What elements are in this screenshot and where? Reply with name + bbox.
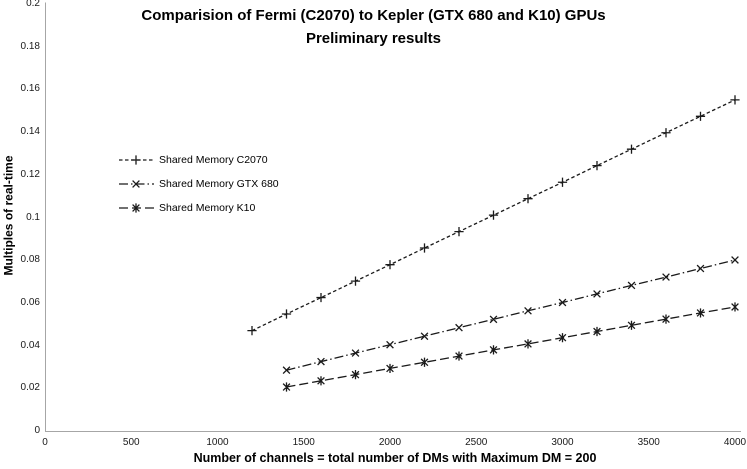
x-tick-label: 3500	[637, 437, 660, 448]
chart-title: Comparision of Fermi (C2070) to Kepler (…	[0, 4, 747, 50]
legend-sample-x-icon	[119, 180, 154, 188]
x-tick-label: 4000	[723, 437, 747, 448]
legend-item: Shared Memory C2070	[119, 148, 279, 172]
x-tick-label: 0	[42, 437, 48, 448]
chart-title-line2: Preliminary results	[305, 30, 442, 47]
legend-label: Shared Memory C2070	[159, 154, 268, 166]
series-markers-shared-memory-k10	[282, 302, 739, 392]
x-tick-label: 1000	[206, 437, 229, 448]
series-markers-shared-memory-c2070	[247, 95, 740, 336]
series-line-shared-memory-c2070	[251, 99, 736, 332]
legend-item: Shared Memory K10	[119, 196, 279, 220]
legend: Shared Memory C2070 Shared Memory GTX 680…	[119, 148, 279, 220]
y-tick-label: 0.04	[20, 339, 40, 351]
y-tick-label: 0.06	[20, 296, 40, 308]
series-line-shared-memory-k10	[286, 306, 736, 388]
chart-title-line1: Comparision of Fermi (C2070) to Kepler (…	[141, 7, 606, 24]
series-line-shared-memory-gtx-680	[286, 259, 736, 371]
legend-sample-plus-icon	[119, 155, 154, 165]
x-tick-label: 500	[122, 437, 140, 448]
x-tick-label: 2500	[465, 437, 488, 448]
y-tick-label: 0.08	[20, 254, 40, 266]
y-tick-label: 0.12	[20, 168, 40, 180]
y-tick-label: 0.1	[26, 211, 40, 223]
x-tick-label: 3000	[551, 437, 574, 448]
legend-label: Shared Memory K10	[159, 202, 256, 214]
y-tick-label: 0.16	[20, 83, 40, 95]
x-tick-label: 2000	[378, 437, 402, 448]
y-tick-label: 0.18	[20, 40, 40, 52]
legend-item: Shared Memory GTX 680	[119, 172, 279, 196]
y-tick-label: 0.14	[20, 126, 40, 138]
legend-sample-star-icon	[119, 203, 154, 213]
x-tick-label: 1500	[292, 437, 315, 448]
series-markers-shared-memory-gtx-680	[282, 256, 739, 375]
y-tick-label: 0	[34, 425, 40, 436]
y-tick-label: 0.2	[26, 0, 40, 9]
x-axis-title: Number of channels = total number of DMs…	[193, 451, 597, 465]
y-tick-label: 0.02	[20, 382, 40, 394]
legend-label: Shared Memory GTX 680	[159, 178, 279, 190]
